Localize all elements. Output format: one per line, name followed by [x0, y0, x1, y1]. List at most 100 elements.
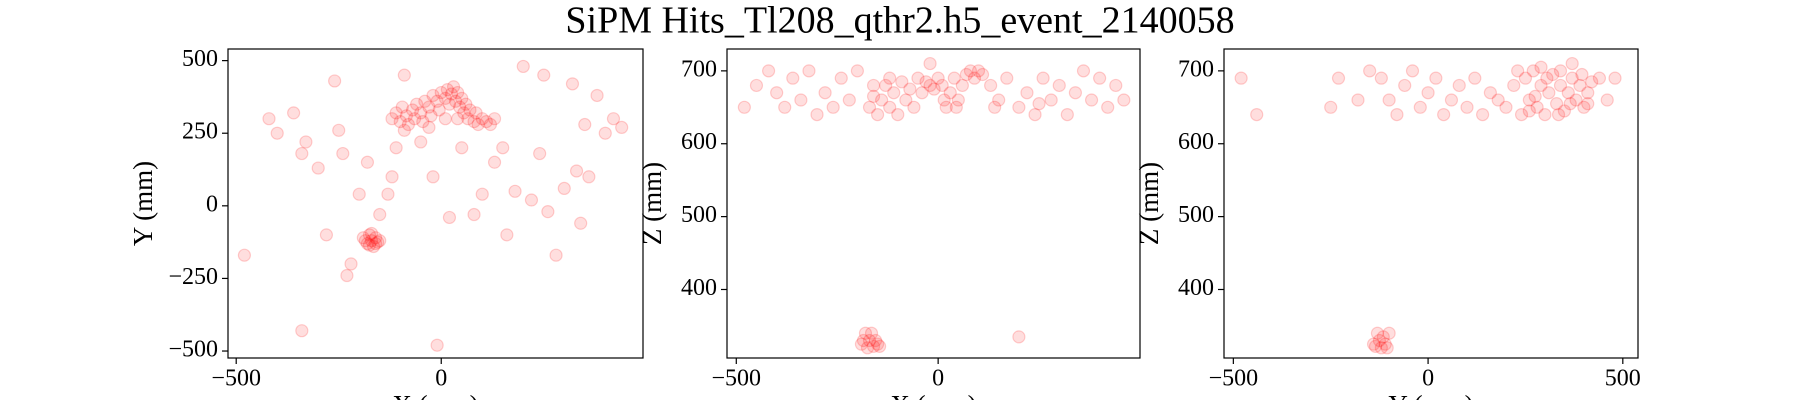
x-axis-label: X (mm): [890, 390, 976, 400]
x-tick-label: −500: [1209, 366, 1259, 392]
scatter-point: [399, 109, 413, 123]
scatter-point: [1581, 86, 1595, 100]
scatter-point: [899, 93, 913, 107]
scatter-point: [868, 333, 883, 348]
scatter-point: [418, 94, 432, 108]
scatter-point: [1000, 71, 1014, 85]
scatter-point: [362, 238, 377, 252]
scatter-point: [414, 106, 428, 120]
scatter-point: [1376, 330, 1390, 344]
scatter-point: [1569, 93, 1583, 107]
scatter-point: [432, 103, 446, 117]
subplot: −500 0 500 400 500 600 700 Y (mm) Z (mm): [1134, 48, 1641, 400]
scatter-point: [947, 71, 961, 85]
scatter-point: [299, 135, 313, 149]
scatter-point: [1585, 75, 1599, 89]
y-tick-label: 700: [1178, 56, 1214, 82]
y-tick-label: −250: [168, 264, 218, 290]
scatter-point: [1565, 71, 1579, 85]
scatter-point: [446, 80, 461, 94]
scatter-point: [1234, 71, 1248, 85]
scatter-point: [967, 71, 982, 85]
scatter-point: [1036, 71, 1050, 85]
scatter-point: [1429, 71, 1443, 85]
scatter-point: [778, 100, 792, 114]
scatter-point: [606, 112, 621, 126]
scatter-point: [963, 64, 978, 78]
scatter-point: [1368, 339, 1383, 353]
scatter-point: [352, 187, 366, 201]
scatter-point: [366, 239, 381, 254]
scatter-point: [1511, 64, 1525, 78]
scatter-point: [786, 71, 800, 85]
scatter-point: [1028, 107, 1042, 122]
scatter-point: [1550, 97, 1564, 111]
scatter-point: [424, 109, 438, 123]
x-tick-label: 0: [435, 366, 447, 392]
scatter-point: [395, 100, 409, 114]
y-axis-label: Z (mm): [1134, 162, 1164, 245]
scatter-point: [467, 207, 481, 222]
scatter-point: [866, 89, 881, 103]
scatter-point: [389, 106, 403, 120]
scatter-point: [1608, 71, 1622, 85]
scatter-point: [1413, 100, 1427, 114]
scatter-point: [483, 117, 498, 132]
scatter-point: [927, 82, 941, 96]
scatter-point: [1363, 64, 1377, 78]
scatter-point: [442, 210, 457, 225]
scatter-point: [895, 75, 909, 89]
scatter-point: [1351, 93, 1365, 107]
scatter-point: [1491, 93, 1505, 107]
scatter-point: [862, 333, 877, 348]
scatter-point: [364, 226, 379, 241]
scatter-point: [1577, 100, 1591, 114]
scatter-point: [471, 117, 485, 132]
scatter-point: [574, 216, 588, 230]
y-axis-label: Y (mm): [128, 161, 158, 246]
scatter-point: [1530, 100, 1544, 114]
y-tick-label: 500: [1178, 202, 1214, 228]
scatter-point: [1557, 104, 1571, 118]
scatter-point: [1382, 93, 1396, 107]
scatter-point: [451, 85, 465, 100]
y-tick-label: 400: [681, 275, 717, 301]
x-tick-label: −500: [712, 366, 762, 392]
scatter-point: [364, 234, 379, 248]
scatter-point: [336, 146, 350, 161]
scatter-point: [1405, 64, 1420, 78]
scatter-point: [373, 207, 387, 222]
scatter-point: [915, 86, 929, 100]
scatter-point: [939, 100, 953, 114]
scatter-point: [381, 187, 395, 201]
axes-frame: [726, 48, 1141, 359]
scatter-point: [802, 64, 816, 78]
y-tick-label: 600: [681, 129, 717, 155]
scatter-point: [883, 100, 897, 114]
scatter-point: [749, 78, 764, 93]
scatter-point: [1476, 107, 1490, 122]
scatter-point: [295, 324, 309, 338]
scatter-point: [358, 234, 372, 248]
y-tick-label: 400: [1178, 275, 1214, 301]
scatter-point: [434, 85, 448, 100]
scatter-point: [810, 107, 824, 122]
scatter-point: [541, 205, 555, 219]
scatter-point: [975, 67, 990, 82]
y-tick-label: 600: [1178, 129, 1214, 155]
scatter-point: [864, 326, 879, 340]
scatter-point: [270, 126, 284, 140]
scatter-point: [590, 88, 604, 103]
scatter-point: [598, 126, 612, 140]
scatter-point: [422, 120, 436, 135]
scatter-point: [393, 115, 407, 129]
scatter-point: [463, 103, 477, 117]
scatter-point: [988, 100, 1002, 114]
scatter-point: [369, 231, 383, 245]
scatter-point: [1534, 78, 1548, 93]
scatter-point: [1499, 100, 1513, 114]
x-axis-label: X (mm): [392, 390, 478, 400]
scatter-point: [1483, 86, 1497, 100]
scatter-point: [1553, 78, 1568, 93]
scatter-point: [1452, 78, 1466, 93]
